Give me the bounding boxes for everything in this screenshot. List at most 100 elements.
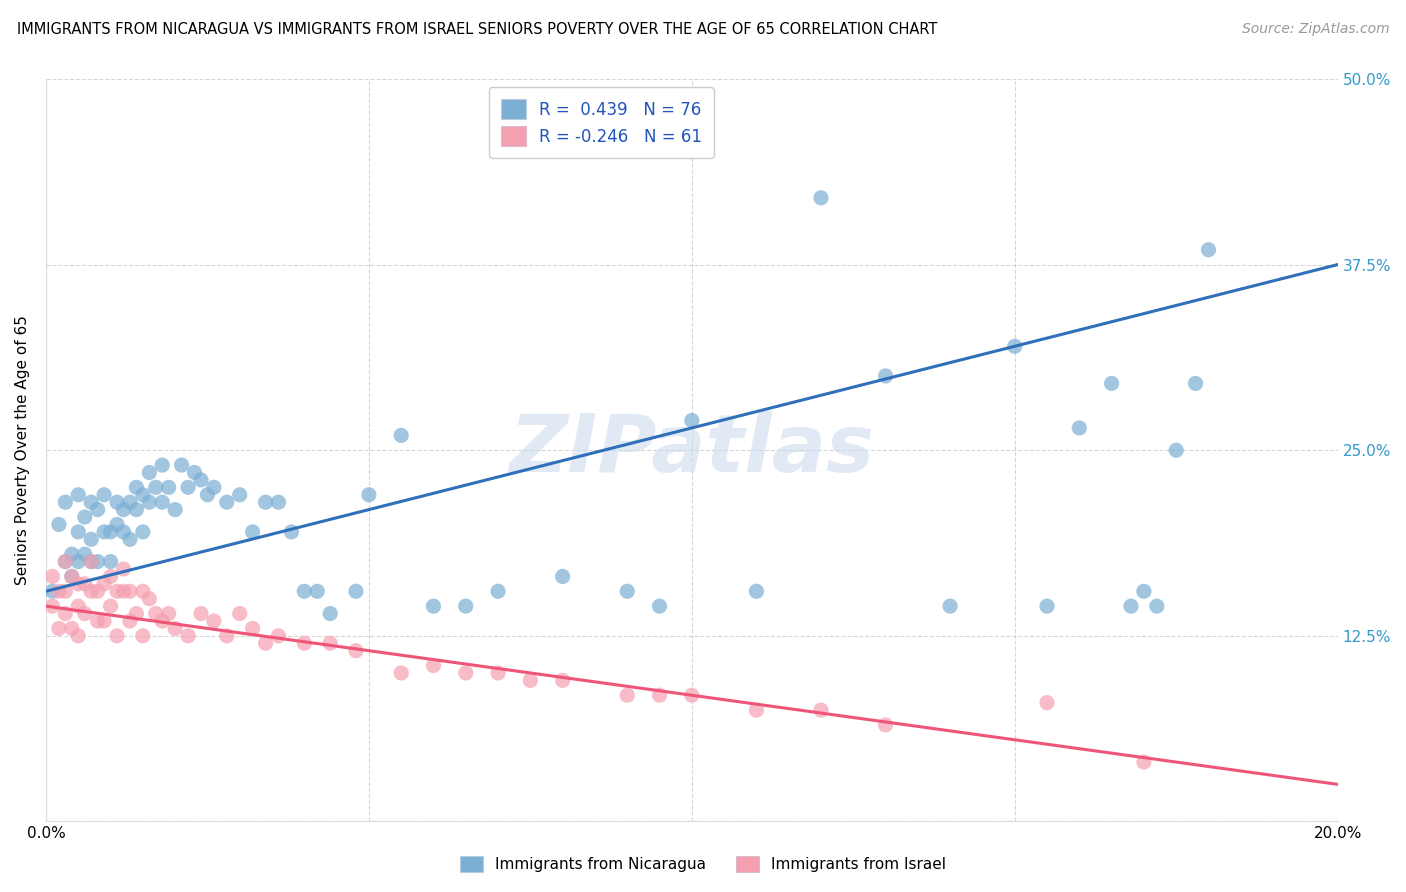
Point [422,599,444,614]
Point [454,665,477,680]
Point [170,458,193,472]
Point [48,622,70,636]
Point [389,428,412,442]
Point [112,584,135,599]
Point [454,599,477,614]
Point [80,495,103,509]
Point [125,502,148,516]
Point [67,577,90,591]
Point [73,577,96,591]
Point [810,191,832,205]
Point [357,488,380,502]
Point [73,547,96,561]
Point [389,665,412,680]
Point [681,413,703,427]
Point [177,480,200,494]
Point [138,495,160,509]
Point [422,658,444,673]
Point [100,555,122,569]
Point [73,607,96,621]
Point [190,607,212,621]
Point [1133,584,1156,599]
Point [150,458,173,472]
Point [292,636,315,650]
Point [112,524,135,539]
Point [280,524,302,539]
Point [344,643,367,657]
Point [202,480,225,494]
Point [86,614,108,628]
Point [145,480,167,494]
Point [60,569,83,583]
Point [292,584,315,599]
Point [157,607,180,621]
Point [875,718,897,732]
Point [93,614,115,628]
Text: Source: ZipAtlas.com: Source: ZipAtlas.com [1241,22,1389,37]
Point [132,524,155,539]
Point [228,607,250,621]
Text: ZIPatlas: ZIPatlas [509,411,875,489]
Point [48,584,70,599]
Point [73,510,96,524]
Point [1004,339,1026,353]
Point [177,629,200,643]
Point [254,495,277,509]
Point [551,673,574,688]
Point [93,488,115,502]
Point [165,622,187,636]
Point [132,584,155,599]
Point [67,488,90,502]
Point [53,555,76,569]
Point [1119,599,1142,614]
Legend: R =  0.439   N = 76, R = -0.246   N = 61: R = 0.439 N = 76, R = -0.246 N = 61 [489,87,714,158]
Point [145,607,167,621]
Point [105,629,128,643]
Point [67,599,90,614]
Point [53,555,76,569]
Point [93,577,115,591]
Point [215,629,238,643]
Point [60,569,83,583]
Point [1184,376,1206,391]
Point [307,584,329,599]
Point [67,555,90,569]
Point [100,524,122,539]
Point [1166,443,1188,458]
Point [648,599,671,614]
Point [157,480,180,494]
Point [165,502,187,516]
Point [118,495,141,509]
Point [681,688,703,702]
Point [41,584,63,599]
Point [810,703,832,717]
Point [53,607,76,621]
Point [875,368,897,383]
Point [125,480,148,494]
Point [67,524,90,539]
Point [519,673,541,688]
Point [486,584,509,599]
Point [319,607,342,621]
Point [150,614,173,628]
Point [319,636,342,650]
Point [267,495,290,509]
Point [150,495,173,509]
Point [486,665,509,680]
Point [197,488,219,502]
Point [1146,599,1168,614]
Y-axis label: Seniors Poverty Over the Age of 65: Seniors Poverty Over the Age of 65 [15,315,30,585]
Point [118,614,141,628]
Point [100,599,122,614]
Point [138,466,160,480]
Point [86,555,108,569]
Text: IMMIGRANTS FROM NICARAGUA VS IMMIGRANTS FROM ISRAEL SENIORS POVERTY OVER THE AGE: IMMIGRANTS FROM NICARAGUA VS IMMIGRANTS … [17,22,938,37]
Point [1198,243,1220,257]
Point [242,622,264,636]
Point [118,533,141,547]
Point [60,622,83,636]
Point [80,555,103,569]
Point [67,629,90,643]
Point [215,495,238,509]
Point [48,517,70,532]
